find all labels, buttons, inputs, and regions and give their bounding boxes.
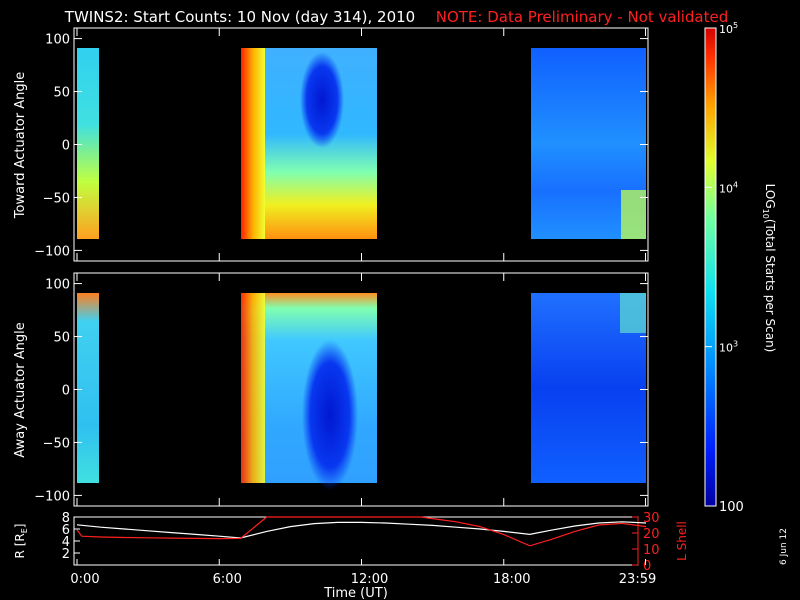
away-ytick-label: 0 — [62, 384, 70, 399]
away-segment-mid-edge — [241, 293, 265, 483]
lshell-ylabel: L Shell — [675, 521, 689, 561]
colorbar-tick-label: 100 — [719, 500, 744, 515]
r-ytick-label: 8 — [62, 511, 70, 526]
orbit-xtick-label: 6:00 — [213, 572, 242, 587]
away-panel — [73, 272, 649, 507]
orbit-xtick-label: 0:00 — [70, 572, 99, 587]
colorbar — [704, 27, 717, 507]
away-low-count-region — [302, 340, 358, 490]
x-axis-label: Time (UT) — [323, 586, 388, 600]
preliminary-note: NOTE: Data Preliminary - Not validated — [436, 8, 729, 26]
away-ytick-label: 50 — [53, 331, 70, 346]
toward-ylabel: Toward Actuator Angle — [13, 72, 28, 219]
r-ytick-label: 4 — [62, 535, 70, 550]
toward-low-count-region — [300, 52, 344, 148]
colorbar-tick-label: 103 — [719, 340, 738, 355]
series-line-r — [76, 521, 647, 539]
colorbar-scale — [704, 27, 717, 507]
r-ylabel: R [RE] — [13, 524, 29, 559]
orbit-xtick-label: 18:00 — [493, 572, 530, 587]
toward-ytick-label: 0 — [62, 139, 70, 154]
toward-ytick-label: −50 — [43, 191, 70, 206]
series-line-l-shell — [76, 516, 647, 547]
lshell-ytick-label: 10 — [643, 543, 660, 558]
away-segment-early — [77, 293, 99, 483]
away-ytick-label: −100 — [34, 489, 70, 504]
away-segment-late-edge — [620, 293, 646, 333]
colorbar-label: LOG10(Total Starts per Scan) — [761, 184, 777, 353]
colorbar-tick-label: 104 — [719, 180, 738, 195]
away-ylabel: Away Actuator Angle — [13, 322, 28, 457]
orbit-frame — [73, 516, 639, 566]
toward-segment-late-edge — [621, 190, 646, 239]
orbit-panel — [73, 516, 639, 566]
orbit-xtick-label: 12:00 — [351, 572, 388, 587]
chart-title: TWINS2: Start Counts: 10 Nov (day 314), … — [64, 8, 415, 26]
toward-segment-early — [77, 48, 99, 239]
colorbar-tick-label: 105 — [719, 21, 738, 36]
toward-ytick-label: 50 — [53, 86, 70, 101]
r-ytick-label: 6 — [62, 523, 70, 538]
r-ytick-label: 2 — [62, 547, 70, 562]
toward-panel — [73, 27, 649, 262]
lshell-ytick-label: 30 — [643, 511, 660, 526]
away-ytick-label: −50 — [43, 436, 70, 451]
toward-segment-mid-edge — [241, 48, 265, 239]
lshell-ytick-label: 20 — [643, 527, 660, 542]
orbit-xtick-label: 23:59 — [619, 572, 656, 587]
toward-ytick-label: 100 — [45, 33, 70, 48]
date-stamp: 6 Jun 12 — [779, 528, 789, 565]
lshell-ytick-label: 0 — [643, 559, 651, 574]
away-ytick-label: 100 — [45, 278, 70, 293]
toward-ytick-label: −100 — [34, 244, 70, 259]
